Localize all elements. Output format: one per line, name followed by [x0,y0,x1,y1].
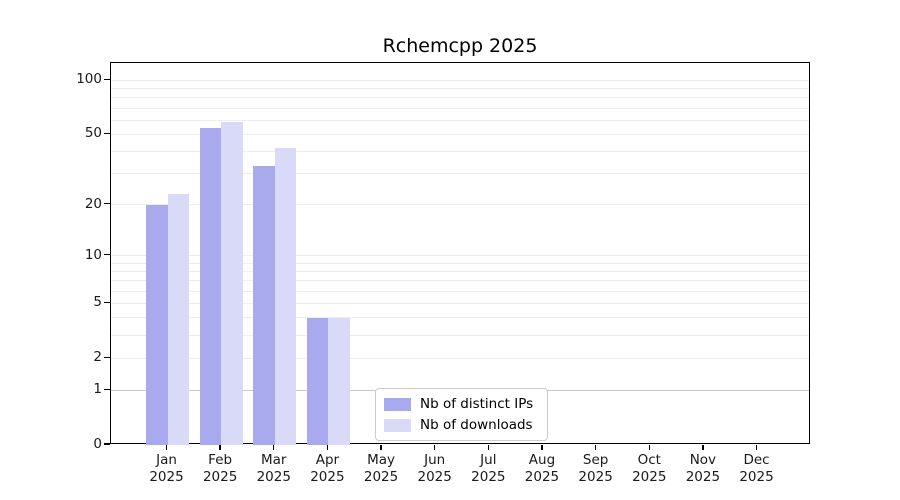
gridline [111,317,809,319]
x-tick-mark [648,445,650,450]
gridline [111,79,809,81]
y-tick-label: 5 [93,294,102,311]
x-tick-mark [219,445,221,450]
gridline [111,262,809,264]
x-tick-label: May 2025 [363,452,399,485]
gridline [111,151,809,153]
gridline [111,290,809,292]
gridline [111,107,809,109]
y-tick-mark [104,388,110,390]
gridline [111,255,809,257]
gridline [111,335,809,336]
x-tick-mark [594,445,597,450]
x-tick-label: Oct 2025 [632,452,667,485]
gridline [111,133,809,135]
x-tick-label: Feb 2025 [202,452,238,485]
y-tick-mark [104,253,110,256]
bar-distinct-ips [253,166,275,445]
x-tick-label: Nov 2025 [685,452,721,485]
y-tick-label: 2 [93,349,102,366]
x-tick-mark [380,445,382,450]
x-tick-mark [165,445,168,450]
bar-downloads [328,317,350,445]
y-tick-mark [104,132,110,135]
y-tick-label: 10 [84,246,102,263]
x-tick-label: Dec 2025 [739,452,774,485]
bar-downloads [274,147,297,445]
legend-item-downloads: Nb of downloads [384,417,538,433]
x-tick-mark [541,445,543,450]
legend: Nb of distinct IPs Nb of downloads [375,388,548,441]
x-tick-label: Sep 2025 [578,452,613,485]
bar-downloads [221,121,243,445]
downloads-swatch-icon [384,418,411,432]
gridline [111,119,809,121]
y-tick-label: 20 [84,195,102,212]
y-tick-label: 50 [84,125,102,142]
y-tick-mark [104,443,110,445]
x-tick-label: Jun 2025 [417,452,452,485]
gridline [111,302,809,304]
bar-downloads [167,193,189,445]
legend-item-distinct-ips: Nb of distinct IPs [384,396,538,412]
bar-distinct-ips [199,128,222,445]
y-tick-label: 100 [76,71,102,88]
y-tick-mark [104,78,110,81]
y-tick-mark [104,356,110,358]
chart-title: Rchemcpp 2025 [382,35,538,57]
gridline [111,173,809,175]
legend-label-downloads: Nb of downloads [420,417,533,433]
bar-distinct-ips [146,204,168,445]
plot-area [110,62,810,445]
x-tick-label: Jul 2025 [471,452,506,485]
gridline [111,88,809,90]
x-tick-mark [755,445,758,450]
y-tick-mark [104,301,110,304]
y-tick-label: 0 [93,436,102,452]
x-tick-mark [326,445,329,450]
x-tick-mark [702,445,704,450]
gridline [111,204,809,206]
x-tick-label: Jan 2025 [149,452,184,485]
gridline [111,280,809,282]
x-tick-label: Aug 2025 [524,452,560,485]
gridline [111,270,809,272]
y-tick-mark [104,202,110,205]
legend-label-distinct-ips: Nb of distinct IPs [420,396,534,412]
x-tick-label: Mar 2025 [256,452,291,485]
x-tick-label: Apr 2025 [310,452,345,485]
y-tick-label: 1 [93,381,102,398]
bar-distinct-ips [306,317,329,445]
x-tick-mark [434,445,436,450]
x-tick-mark [487,445,490,450]
x-tick-mark [273,445,275,450]
gridline [111,357,809,359]
gridline [111,97,809,99]
distinct-ips-swatch-icon [384,397,411,411]
